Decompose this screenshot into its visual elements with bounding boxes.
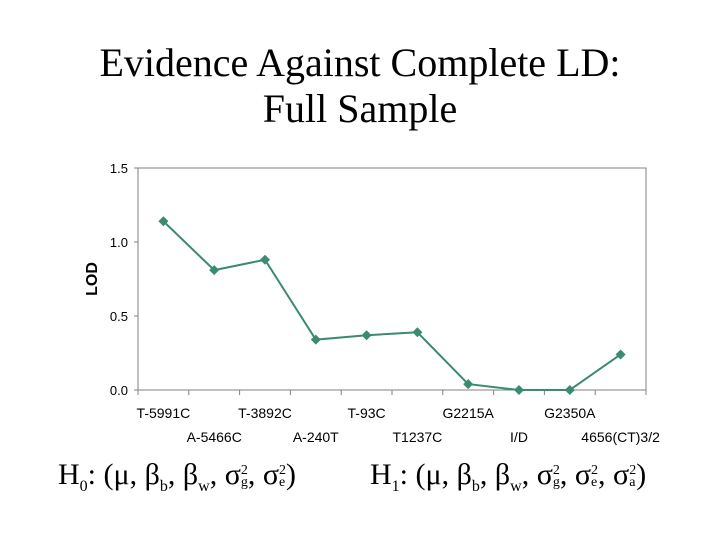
data-point-marker	[260, 254, 270, 265]
x-category-label: I/D	[510, 429, 528, 445]
data-point-marker	[361, 330, 372, 341]
h1-body: : (μ, β	[399, 458, 472, 491]
data-point-marker	[615, 349, 626, 360]
x-category-label: A-240T	[293, 429, 339, 445]
x-axis: T-5991CA-5466CT-3892CA-240TT-93CT1237CG2…	[137, 390, 660, 445]
h0-symbol: H	[58, 458, 80, 491]
x-category-label: T-93C	[348, 405, 386, 421]
data-point-marker	[209, 265, 220, 276]
data-point-marker	[564, 385, 575, 395]
h1-subscript: 1	[391, 478, 400, 495]
y-tick-label: 1.0	[110, 235, 128, 250]
x-category-label: T1237C	[392, 429, 442, 445]
y-tick-label: 0.5	[110, 309, 128, 324]
y-axis: 0.0 0.5 1.0 1.5	[110, 161, 138, 398]
x-category-label: A-5466C	[187, 429, 242, 445]
x-category-label: 4656(CT)3/2	[581, 429, 660, 445]
title-line-2: Full Sample	[262, 86, 458, 131]
y-tick-label: 0.0	[110, 383, 128, 398]
title-line-1: Evidence Against Complete LD:	[99, 40, 621, 85]
h0-body: : (μ, β	[87, 458, 160, 491]
data-point-marker	[310, 334, 321, 345]
data-point-marker	[463, 379, 474, 390]
series-line	[162, 220, 622, 391]
x-category-label: G2350A	[544, 405, 596, 421]
series-markers	[158, 216, 626, 395]
x-category-label: T-5991C	[137, 405, 191, 421]
plot-area	[137, 167, 647, 391]
y-tick-label: 1.5	[110, 161, 128, 176]
slide-title: Evidence Against Complete LD: Full Sampl…	[0, 40, 720, 132]
x-category-label: T-3892C	[238, 405, 292, 421]
h1-symbol: H	[370, 458, 392, 491]
data-point-marker	[412, 327, 423, 338]
x-category-label: G2215A	[443, 405, 495, 421]
y-axis-title: LOD	[84, 262, 101, 296]
h0-subscript: 0	[79, 478, 88, 495]
data-point-marker	[158, 216, 169, 227]
lod-line-chart: 0.0 0.5 1.0 1.5 T-5991C A-5466C T-3892CA-240T…	[84, 161, 660, 445]
data-point-marker	[514, 385, 524, 395]
